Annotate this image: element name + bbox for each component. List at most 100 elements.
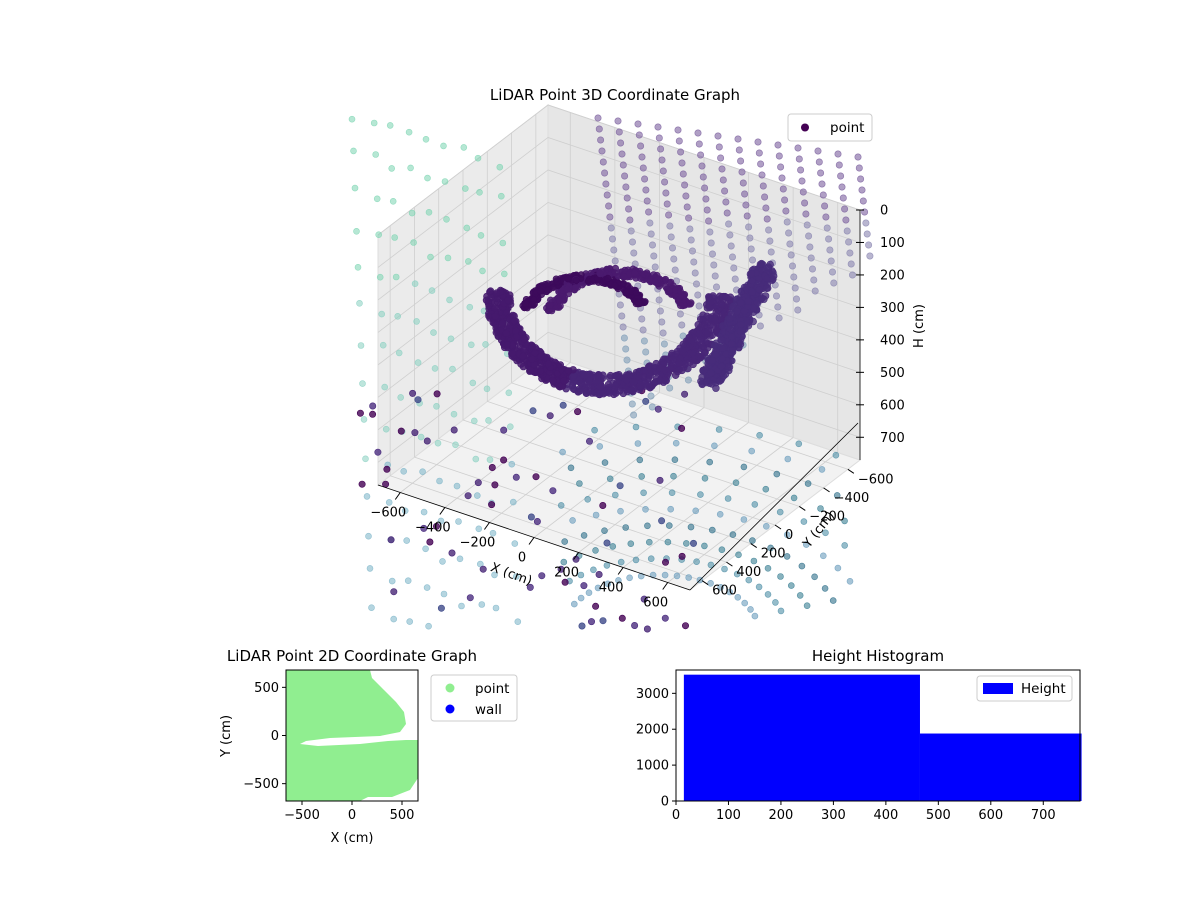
chart-3d-point [712,283,720,291]
chart-3d-point [552,275,560,283]
chart-3d-point [712,384,720,392]
chart-3d-ytick-label: −600 [858,472,894,487]
histogram-xtick-label: 700 [1031,808,1056,823]
chart-3d-point [385,499,393,506]
chart-3d-point [411,429,419,437]
chart-3d-point [356,409,364,417]
histogram-frame [675,669,1081,802]
chart-3d-point [379,341,387,349]
chart-3d-point [390,588,398,596]
chart-3d-point [446,296,453,304]
chart-3d-point [648,241,656,249]
chart-3d-point [447,335,455,343]
chart-3d-point [735,551,742,559]
chart-3d-point [748,447,756,455]
chart-3d-point [744,297,752,305]
chart-3d-point [722,198,730,206]
chart-3d-point [489,529,497,537]
chart-3d-point [740,516,748,523]
chart-3d-ticks: −600−400−2000200400600−600−400−200020040… [370,204,904,611]
chart-3d-point [636,456,644,464]
chart-3d-point [528,343,536,351]
chart-3d-point [695,302,703,310]
chart-3d-point [712,308,720,317]
chart-3d-point [375,231,383,238]
chart-3d-point [360,416,368,423]
chart-3d-point [496,163,504,171]
chart-3d-point [731,275,739,283]
chart-3d-point [821,202,829,210]
chart-3d-point [719,176,727,184]
chart-3d-point [700,349,709,357]
chart-3d-point [718,355,726,363]
chart-3d-point [783,531,791,539]
chart-2d-xtick-label: 0 [348,808,356,823]
chart-3d-point [841,517,848,525]
chart-3d-point [782,207,790,215]
chart-3d-point [764,591,772,598]
chart-3d-point [638,315,646,323]
chart-3d-xtick-mark [439,507,446,515]
chart-3d-point [645,362,653,370]
chart-3d-point [366,565,374,572]
chart-3d-point [802,210,810,218]
chart-3d-point [400,467,408,475]
chart-3d-ytick-mark [847,468,855,474]
chart-3d-point [744,319,752,327]
chart-3d-point [767,248,775,256]
chart-2d-legend-point-marker [445,683,455,693]
chart-3d-point [428,287,436,294]
chart-3d-xtick-label: 0 [518,551,526,566]
chart-3d-point [649,571,657,579]
chart-3d-point [725,220,733,228]
chart-3d-point [723,209,731,217]
chart-3d-point [627,227,635,235]
chart-3d-point [512,573,520,580]
chart-3d-point [628,400,636,408]
chart-3d-point [685,574,693,581]
chart-3d-xtick-label: 600 [643,596,668,611]
chart-3d-point [618,614,626,622]
chart-3d-point [473,492,481,499]
chart-3d-point [747,245,755,253]
chart-3d-point [634,372,643,381]
chart-3d-point [488,463,496,471]
chart-3d-point [764,263,773,271]
chart-3d-ztick-label: 600 [880,398,905,413]
chart-3d-point [689,349,697,357]
chart-3d-point [532,473,540,481]
chart-3d-point [733,307,741,315]
chart-3d-point [762,284,771,292]
chart-3d-point [488,501,496,509]
histogram-bars [683,674,1082,801]
chart-3d-point [717,299,725,308]
chart-3d-point [727,242,735,250]
chart-3d-grid-y-floor [511,382,824,489]
chart-3d-point [401,507,409,515]
chart-2d-ytick-label: 0 [271,729,279,744]
chart-3d-point [561,578,569,586]
chart-3d-point [609,543,617,550]
chart-3d-point [527,513,535,521]
chart-3d-point [467,341,475,349]
chart-3d-point [784,455,792,463]
chart-3d-point [676,310,684,318]
chart-3d-point [668,489,676,497]
chart-3d-point [631,621,639,629]
chart-3d-point [561,538,569,545]
chart-3d-xtick-label: −600 [370,506,406,521]
chart-3d-point [745,576,753,584]
chart-3d-point [632,556,640,564]
chart-3d-point [660,340,668,348]
chart-3d-point [632,289,640,297]
histogram-title: Height Histogram [812,647,944,665]
chart-3d-point [502,329,511,337]
chart-3d-point [748,256,756,264]
chart-3d-point [433,390,441,398]
chart-3d-point [599,617,607,625]
chart-3d-point [601,169,609,177]
chart-3d-point [710,261,718,269]
chart-3d-point [504,296,512,305]
chart-3d-point [526,366,535,374]
chart-3d-point [594,584,602,592]
